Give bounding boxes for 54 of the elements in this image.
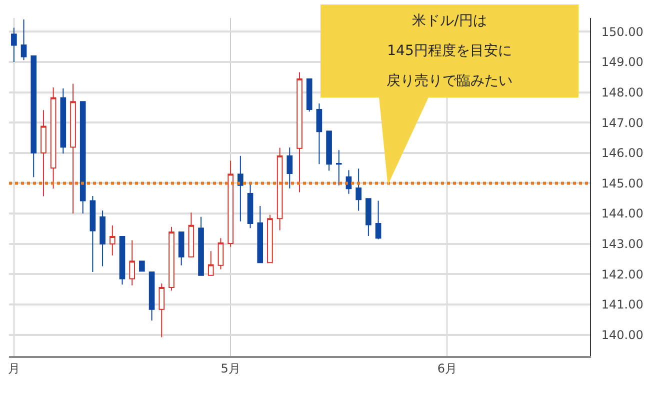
candlestick <box>178 232 184 266</box>
y-tick-label: 149.00 <box>601 55 644 70</box>
candlestick <box>375 200 382 240</box>
y-tick-label: 146.00 <box>601 146 644 160</box>
y-tick-label: 148.00 <box>601 85 644 100</box>
x-tick-label: 6月 <box>437 361 458 376</box>
candlestick <box>119 236 126 285</box>
candlestick <box>326 130 332 172</box>
candlestick <box>238 155 244 222</box>
annotation: 145円程度を目安に <box>387 43 512 59</box>
y-tick-label: 147.00 <box>601 116 644 130</box>
y-tick-label: 140.00 <box>601 328 644 342</box>
candlestick <box>306 78 312 112</box>
candlestick <box>70 83 76 214</box>
y-tick-label: 144.00 <box>601 206 644 221</box>
y-tick-label: 145.00 <box>601 176 644 190</box>
candlestick <box>139 260 145 272</box>
candlestick <box>228 160 234 248</box>
candlestick <box>148 272 155 322</box>
candlestick <box>286 146 293 189</box>
candlestick <box>109 224 116 256</box>
candlestick <box>276 147 283 231</box>
y-tick-label: 142.00 <box>601 267 644 282</box>
candlestick <box>80 101 86 214</box>
annotation: 戻り売りで臨みたい <box>386 73 512 89</box>
candlestick <box>60 88 66 154</box>
candlestick <box>30 55 37 178</box>
candlestick <box>296 72 302 193</box>
candlestick <box>168 226 174 292</box>
candlestick <box>90 195 96 273</box>
candlestick <box>218 238 224 270</box>
candlestick <box>188 212 194 258</box>
y-tick-label: 150.00 <box>601 24 644 39</box>
y-tick-label: 143.00 <box>601 237 644 252</box>
candlestick <box>247 184 254 229</box>
candlestick <box>316 102 322 165</box>
candlestick <box>267 214 273 264</box>
candlestick <box>336 150 342 186</box>
candlestick <box>366 198 372 236</box>
annotation: 米ドル/円は <box>412 13 487 29</box>
y-tick-label: 141.00 <box>601 298 644 312</box>
candlestick <box>129 240 136 286</box>
candlestick <box>20 19 27 61</box>
candlestick <box>100 210 106 267</box>
x-tick-label: 5月 <box>220 361 240 376</box>
x-tick-label: 月 <box>8 361 20 376</box>
candlestick <box>158 283 165 338</box>
candlestick <box>356 168 362 212</box>
candlestick <box>198 216 204 276</box>
candlestick <box>257 205 264 264</box>
candlestick <box>40 110 46 197</box>
candlestick <box>11 27 17 62</box>
candlestick <box>208 250 214 276</box>
candlestick <box>50 86 56 190</box>
